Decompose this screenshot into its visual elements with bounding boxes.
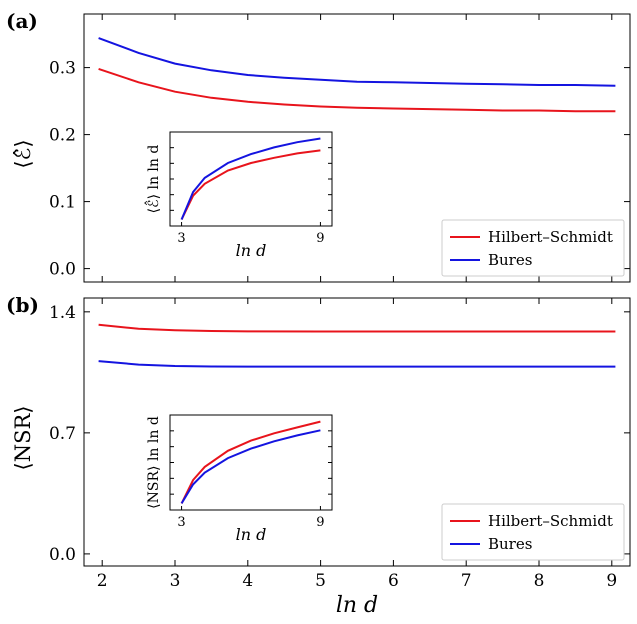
x-tick-label: 6 <box>388 571 399 591</box>
y-ticks: 0.0 0.7 1.4 <box>49 303 630 565</box>
x-tick-label: 2 <box>97 571 108 591</box>
x-ticks: 2 3 4 5 6 7 8 9 <box>97 298 617 591</box>
inset-y-axis-label: ⟨ℰ̂⟩ ln ln d <box>144 145 162 214</box>
x-tick-label: 3 <box>170 571 181 591</box>
legend-label: Bures <box>488 535 532 553</box>
series-line-bures <box>98 360 616 368</box>
inset-series-line-bures <box>180 429 321 504</box>
panel-label: (a) <box>6 9 38 33</box>
y-axis-label: ⟨ℰ̂⟩ <box>11 139 35 168</box>
x-tick-label: 9 <box>606 571 617 591</box>
inset-frame <box>169 131 333 227</box>
panel-label: (b) <box>6 293 39 317</box>
x-tick-label: 5 <box>315 571 326 591</box>
y-tick-label: 0.3 <box>49 59 76 79</box>
panel-b: 2 3 4 5 6 7 8 9 0.0 0.7 1.4 (b) ⟨NSR⟩ Hilbert–Schmidt… <box>6 293 631 591</box>
x-ticks <box>101 14 613 282</box>
inset-x-tick-label: 9 <box>316 231 324 246</box>
inset-x-axis-label: ln d <box>236 525 267 544</box>
inset-x-tick-label: 3 <box>177 515 185 530</box>
inset-series-line-hilbert-schmidt <box>180 420 321 504</box>
inset-frame <box>169 414 333 511</box>
y-tick-label: 0.7 <box>49 424 76 444</box>
inset-y-axis-label: ⟨NSR⟩ ln ln d <box>146 416 162 509</box>
legend: Hilbert–Schmidt Bures <box>441 503 625 561</box>
legend-box <box>441 503 625 561</box>
inset-plot: 3 9ln d⟨NSR⟩ ln ln d <box>146 414 333 544</box>
inset-x-axis-label: ln d <box>236 241 267 260</box>
x-tick-label: 8 <box>534 571 545 591</box>
x-axis-label: ln d <box>336 593 378 618</box>
legend-label: Hilbert–Schmidt <box>488 512 613 530</box>
legend-box <box>441 219 625 277</box>
inset-series-line-bures <box>180 137 321 220</box>
plot-frame <box>83 13 631 283</box>
y-axis-label: ⟨NSR⟩ <box>11 406 35 471</box>
y-tick-label: 0.0 <box>49 545 76 565</box>
y-tick-label: 0.1 <box>49 193 76 213</box>
legend-label: Hilbert–Schmidt <box>488 228 613 246</box>
inset-series-line-hilbert-schmidt <box>180 149 321 220</box>
panel-a: 0.0 0.1 0.2 0.3 (a) ⟨ℰ̂⟩ Hilbert–Schmidt Bures 3… <box>6 9 631 283</box>
inset-plot: 3 9ln d⟨ℰ̂⟩ ln ln d <box>144 131 333 260</box>
inset-x-tick-label: 9 <box>316 515 324 530</box>
y-tick-label: 0.0 <box>49 260 76 280</box>
series-line-hilbert-schmidt <box>98 323 616 333</box>
inset-x-tick-label: 3 <box>177 231 185 246</box>
y-ticks: 0.0 0.1 0.2 0.3 <box>49 59 630 280</box>
x-tick-label: 7 <box>461 571 472 591</box>
y-tick-label: 0.2 <box>49 126 76 146</box>
series-line-bures <box>98 37 616 87</box>
plot-frame <box>83 297 631 567</box>
series-line-hilbert-schmidt <box>98 67 616 113</box>
y-tick-label: 1.4 <box>49 303 76 323</box>
x-tick-label: 4 <box>242 571 253 591</box>
legend: Hilbert–Schmidt Bures <box>441 219 625 277</box>
legend-label: Bures <box>488 251 532 269</box>
